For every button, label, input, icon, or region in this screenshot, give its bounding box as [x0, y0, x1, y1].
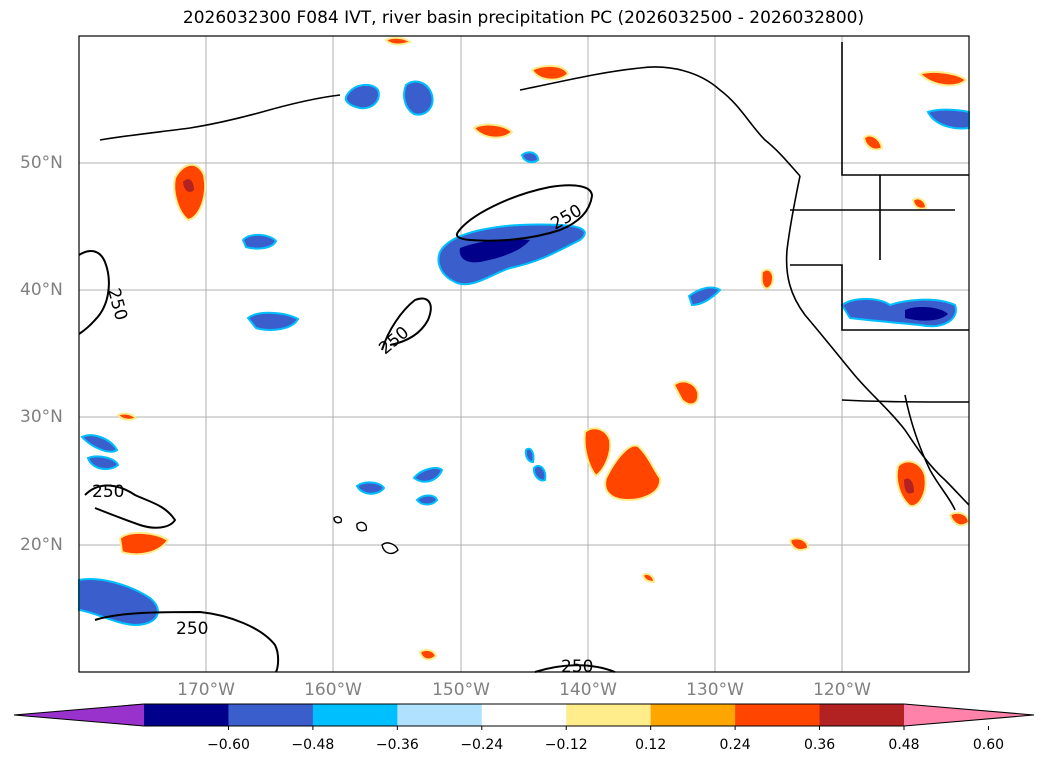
- plot-border: [78, 35, 970, 673]
- colorbar-tick-label: 0.24: [719, 737, 751, 753]
- blob-gulf-red-1: [472, 123, 514, 139]
- positive-precip-regions: [116, 36, 971, 661]
- blob-sw-1: [80, 434, 119, 453]
- blob-bc-red-2: [862, 134, 884, 151]
- colorbar-tick-label: 0.36: [803, 737, 836, 753]
- colorbar: [13, 703, 1035, 730]
- lon-label-130w: 130°W: [686, 680, 744, 700]
- contour-label: 250: [92, 482, 124, 502]
- colorbar-tick-label: 0.48: [888, 737, 920, 753]
- blob-oregon: [760, 268, 774, 290]
- contour-bottom: [534, 664, 616, 673]
- colorbar-tick-label: 0.12: [635, 737, 667, 753]
- colorbar-tick-label: −0.36: [375, 737, 419, 753]
- colorbar-tick-label: 0.60: [972, 737, 1005, 753]
- blob-baja: [788, 537, 810, 551]
- contour-west: [78, 249, 110, 335]
- lon-label-170w: 170°W: [177, 680, 235, 700]
- colorbar-segment: [312, 704, 398, 726]
- blob-west-red: [173, 163, 206, 222]
- blob-small-6: [384, 36, 412, 46]
- colorbar-tick-label: −0.48: [291, 737, 335, 753]
- atmospheric-river-core: [459, 239, 530, 263]
- colorbar-segment: [735, 704, 821, 726]
- colorbar-segment: [397, 704, 483, 726]
- colorbar-tick-label: −0.24: [460, 737, 504, 753]
- lon-label-120w: 120°W: [813, 680, 871, 700]
- blob-small-3: [116, 412, 138, 421]
- blob-sw-2: [86, 455, 120, 471]
- blob-west-red-core: [183, 179, 194, 192]
- blob-sw-red: [118, 532, 170, 556]
- blob-small-1: [418, 648, 438, 661]
- contour-label: 250: [176, 619, 208, 639]
- colorbar-segment: [819, 704, 905, 726]
- colorbar-segment: [566, 704, 652, 726]
- lat-label-50: 50°N: [20, 153, 63, 173]
- contour-south: [94, 610, 280, 673]
- map-title: 2026032300 F084 IVT, river basin precipi…: [182, 8, 865, 28]
- blob-aleutian-2: [403, 80, 434, 116]
- blob-small-5: [641, 572, 656, 584]
- colorbar-outline: [13, 703, 1035, 727]
- blob-gulf-ak: [520, 151, 540, 164]
- gridlines: [79, 36, 969, 672]
- plot-area: [79, 36, 969, 672]
- blob-central-2: [532, 464, 547, 482]
- lat-label-30: 30°N: [20, 407, 63, 427]
- contour-north: [455, 184, 594, 242]
- blob-ne-pacific: [687, 286, 722, 307]
- blob-west-1: [241, 233, 278, 250]
- lat-label-40: 40°N: [20, 280, 63, 300]
- lon-label-160w: 160°W: [304, 680, 362, 700]
- negative-precip-regions: [78, 80, 970, 627]
- blob-hawaii-1: [355, 481, 386, 495]
- lon-label-150w: 150°W: [432, 680, 490, 700]
- colorbar-tick-label: −0.60: [206, 737, 250, 753]
- blob-nevada-core: [905, 306, 948, 321]
- blob-subtropic-2: [604, 444, 662, 502]
- blob-subtropic-1: [583, 427, 612, 478]
- colorbar-extend-high: [904, 704, 1034, 726]
- contour-mid: [381, 297, 432, 351]
- colorbar-segment: [650, 704, 736, 726]
- colorbar-segment: [481, 704, 567, 726]
- blob-hawaii-2: [412, 467, 444, 483]
- colorbar-tick-label: −0.12: [544, 737, 588, 753]
- contour-sw: [84, 484, 177, 529]
- blob-small-4: [911, 197, 928, 210]
- blob-west-2: [246, 311, 300, 331]
- blob-bc-red: [918, 71, 968, 87]
- blob-mexico-core: [904, 478, 914, 494]
- islands: [333, 516, 399, 555]
- colorbar-segment: [228, 704, 314, 726]
- lat-label-20: 20°N: [20, 535, 63, 555]
- blob-gulf-red-2: [530, 64, 570, 81]
- lon-label-140w: 140°W: [559, 680, 617, 700]
- colorbar-extend-low: [14, 704, 144, 726]
- coastlines: [99, 42, 970, 511]
- blob-subtropic-3: [672, 380, 700, 406]
- contour-label: 250: [561, 657, 593, 677]
- blob-aleutian-1: [344, 83, 380, 110]
- blob-hawaii-3: [415, 494, 439, 506]
- ivt-contours: [78, 184, 616, 673]
- blob-central-1: [524, 447, 535, 464]
- colorbar-segment: [144, 704, 229, 726]
